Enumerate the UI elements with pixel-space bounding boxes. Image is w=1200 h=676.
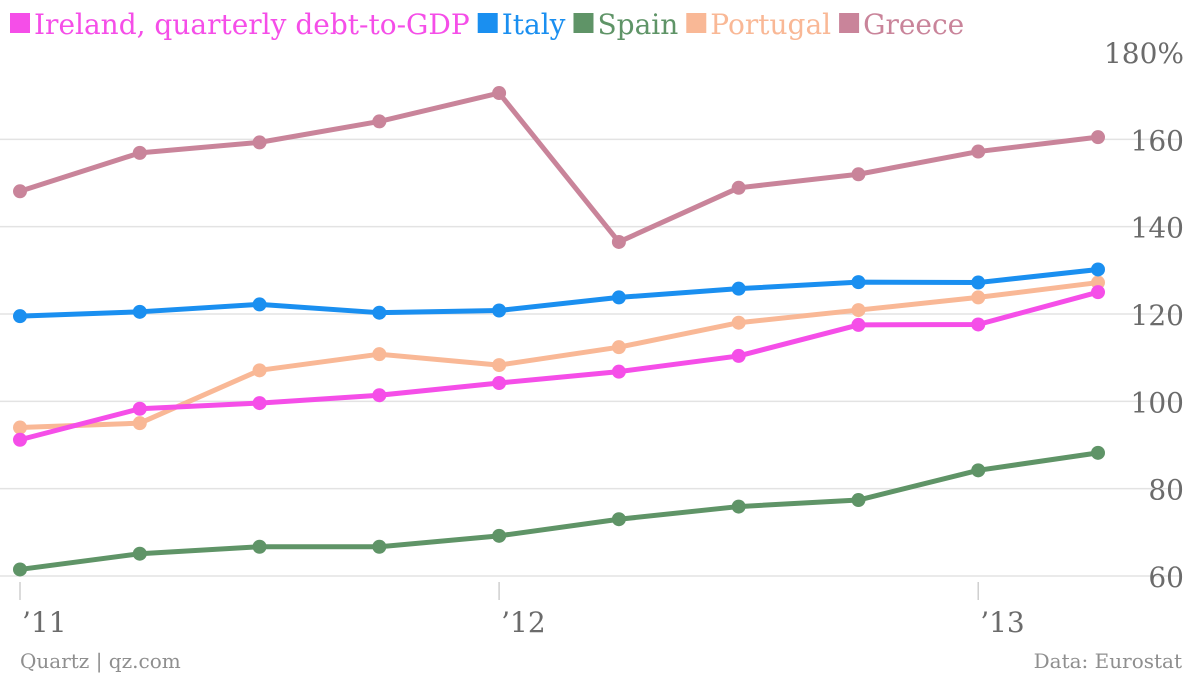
data-point-italy (971, 275, 986, 290)
data-point-greece (252, 135, 267, 150)
legend-label: Portugal (710, 8, 831, 41)
data-point-spain (372, 539, 387, 554)
data-point-spain (492, 528, 507, 543)
series-line-spain (17, 450, 1101, 572)
x-tick-label: ’12 (501, 606, 546, 639)
data-point-portugal (372, 347, 387, 362)
data-point-spain (252, 539, 267, 554)
series-lines (13, 86, 1105, 577)
data-point-spain (971, 463, 986, 478)
data-point-portugal (851, 303, 866, 318)
legend-swatch (477, 13, 498, 33)
y-tick-label: 180% (1104, 37, 1184, 70)
legend-swatch (10, 13, 30, 33)
data-point-greece (13, 184, 27, 199)
legend-label: Ireland, quarterly debt-to-GDP (34, 8, 470, 41)
gridlines (0, 138, 1182, 577)
data-point-portugal (132, 416, 147, 431)
data-point-portugal (492, 358, 507, 373)
series-portugal (13, 275, 1105, 435)
series-italy (13, 262, 1105, 324)
data-point-italy (851, 275, 866, 290)
data-source: Data: Eurostat (1034, 649, 1182, 673)
data-point-ireland (1091, 285, 1105, 300)
legend-swatch (573, 13, 594, 33)
data-point-ireland (372, 388, 387, 403)
legend-swatch (839, 13, 860, 33)
data-point-portugal (971, 290, 986, 305)
legend-swatch (686, 13, 707, 33)
legend-item-portugal: Portugal (686, 8, 831, 41)
data-point-spain (851, 493, 866, 508)
data-point-ireland (132, 401, 147, 416)
x-tick-label: ’11 (22, 606, 67, 639)
data-point-spain (13, 562, 27, 577)
axes: 180% 160 140 120 100 80 60 ’11 ’12 ’13 (19, 37, 1184, 639)
series-line-greece (17, 90, 1101, 245)
y-tick-label: 160 (1131, 124, 1184, 157)
data-point-portugal (252, 363, 267, 378)
data-point-portugal (1091, 275, 1105, 290)
data-point-ireland (13, 432, 27, 447)
data-point-spain (731, 499, 746, 514)
data-point-italy (1091, 262, 1105, 277)
legend-label: Italy (502, 8, 566, 41)
data-point-greece (731, 180, 746, 195)
data-point-italy (132, 304, 147, 319)
legend-item-italy: Italy (477, 8, 566, 41)
data-point-italy (611, 290, 626, 305)
series-line-italy (17, 266, 1101, 319)
data-point-italy (13, 309, 27, 324)
source-credit: Quartz | qz.com (20, 649, 181, 674)
data-point-ireland (492, 375, 507, 390)
data-point-greece (132, 145, 147, 160)
x-tick-label: ’13 (980, 606, 1025, 639)
data-point-italy (372, 305, 387, 320)
data-point-portugal (13, 420, 27, 435)
data-point-italy (731, 281, 746, 296)
data-point-portugal (611, 340, 626, 355)
data-point-ireland (252, 396, 267, 411)
data-point-greece (611, 234, 626, 249)
data-point-greece (492, 86, 507, 101)
data-point-italy (492, 303, 507, 318)
legend-label: Spain (597, 8, 678, 41)
series-spain (13, 445, 1105, 577)
legend: Ireland, quarterly debt-to-GDP Italy Spain… (10, 8, 964, 41)
series-line-portugal (17, 280, 1101, 431)
legend-item-greece: Greece (839, 8, 964, 41)
legend-item-ireland: Ireland, quarterly debt-to-GDP (10, 8, 470, 41)
data-point-ireland (731, 348, 746, 363)
data-point-ireland (971, 317, 986, 332)
legend-label: Greece (863, 8, 964, 41)
data-point-greece (1091, 130, 1105, 145)
data-point-ireland (611, 364, 626, 379)
series-ireland (13, 285, 1105, 447)
y-tick-label: 140 (1131, 212, 1184, 245)
data-point-greece (851, 167, 866, 182)
data-point-spain (132, 546, 147, 561)
legend-item-spain: Spain (573, 8, 678, 41)
data-point-greece (372, 114, 387, 129)
y-tick-label: 100 (1131, 386, 1184, 419)
data-point-italy (252, 297, 267, 312)
data-point-ireland (851, 317, 866, 332)
data-point-portugal (731, 315, 746, 330)
data-point-spain (1091, 445, 1105, 460)
y-tick-label: 120 (1131, 299, 1184, 332)
series-greece (13, 86, 1105, 249)
data-point-spain (611, 512, 626, 527)
y-tick-label: 60 (1148, 561, 1184, 594)
data-point-greece (971, 144, 986, 159)
series-line-ireland (17, 289, 1101, 443)
y-tick-label: 80 (1148, 474, 1184, 507)
